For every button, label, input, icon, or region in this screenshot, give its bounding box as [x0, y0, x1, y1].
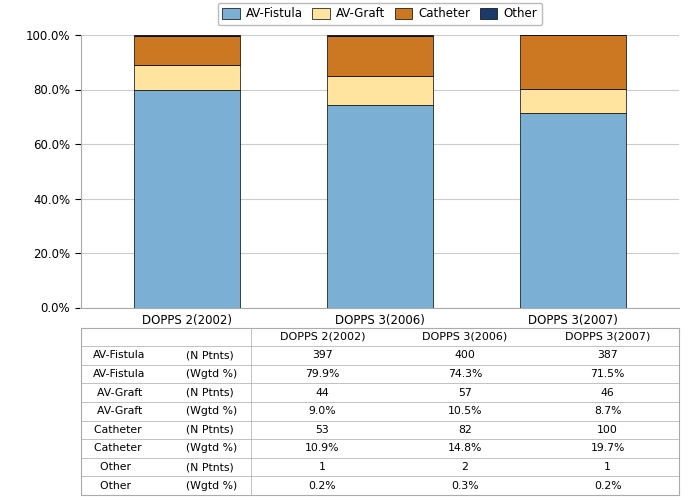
Bar	[327, 105, 433, 308]
Bar	[519, 36, 626, 89]
Bar	[519, 112, 626, 308]
Text: 100: 100	[597, 425, 618, 435]
Text: 400: 400	[454, 350, 475, 360]
Bar	[519, 34, 626, 35]
Bar	[519, 89, 626, 112]
Text: 44: 44	[316, 388, 329, 398]
Text: 46: 46	[601, 388, 615, 398]
Text: DOPPS 2(2002): DOPPS 2(2002)	[279, 332, 365, 342]
Text: Catheter: Catheter	[94, 425, 146, 435]
Text: 0.2%: 0.2%	[594, 480, 622, 490]
Text: 0.3%: 0.3%	[452, 480, 479, 490]
Text: 19.7%: 19.7%	[591, 444, 625, 454]
Text: AV-Graft: AV-Graft	[97, 388, 146, 398]
Text: 71.5%: 71.5%	[591, 369, 625, 379]
Text: (Wgtd %): (Wgtd %)	[186, 406, 237, 416]
Text: Catheter: Catheter	[94, 444, 146, 454]
Legend: AV-Fistula, AV-Graft, Catheter, Other: AV-Fistula, AV-Graft, Catheter, Other	[218, 3, 542, 25]
Text: 10.9%: 10.9%	[305, 444, 340, 454]
Bar	[134, 36, 240, 65]
Text: (N Ptnts): (N Ptnts)	[186, 350, 234, 360]
Text: 10.5%: 10.5%	[448, 406, 482, 416]
Text: 387: 387	[597, 350, 618, 360]
Text: 8.7%: 8.7%	[594, 406, 622, 416]
Text: (Wgtd %): (Wgtd %)	[186, 444, 237, 454]
Text: AV-Fistula: AV-Fistula	[93, 350, 146, 360]
Text: DOPPS 3(2007): DOPPS 3(2007)	[565, 332, 650, 342]
Text: 82: 82	[458, 425, 472, 435]
Bar	[134, 90, 240, 308]
Bar	[327, 76, 433, 105]
Text: (N Ptnts): (N Ptnts)	[186, 388, 234, 398]
Text: (Wgtd %): (Wgtd %)	[186, 369, 237, 379]
Text: 397: 397	[312, 350, 332, 360]
Text: 0.2%: 0.2%	[309, 480, 336, 490]
Text: 74.3%: 74.3%	[448, 369, 482, 379]
Text: 53: 53	[316, 425, 329, 435]
Text: (Wgtd %): (Wgtd %)	[186, 480, 237, 490]
Text: AV-Graft: AV-Graft	[97, 406, 146, 416]
Text: 9.0%: 9.0%	[309, 406, 336, 416]
Text: 14.8%: 14.8%	[448, 444, 482, 454]
Text: Other: Other	[100, 462, 146, 472]
Bar	[327, 36, 433, 76]
Text: 79.9%: 79.9%	[305, 369, 340, 379]
Text: 1: 1	[319, 462, 326, 472]
Text: 2: 2	[461, 462, 468, 472]
Bar	[134, 65, 240, 90]
Text: (N Ptnts): (N Ptnts)	[186, 462, 234, 472]
Text: DOPPS 3(2006): DOPPS 3(2006)	[422, 332, 507, 342]
Text: (N Ptnts): (N Ptnts)	[186, 425, 234, 435]
Text: 57: 57	[458, 388, 472, 398]
Text: Other: Other	[100, 480, 146, 490]
Text: AV-Fistula: AV-Fistula	[93, 369, 146, 379]
Text: 1: 1	[604, 462, 611, 472]
